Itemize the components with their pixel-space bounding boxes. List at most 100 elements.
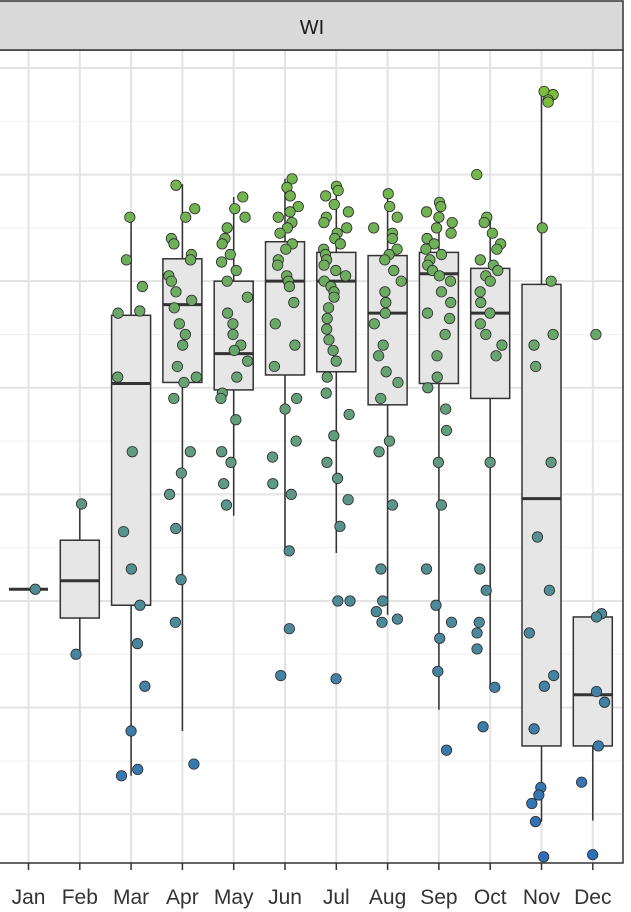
box-mar: [110, 215, 152, 776]
data-point: [339, 270, 352, 282]
data-point: [131, 638, 144, 650]
data-point: [382, 188, 394, 200]
x-tick-label: Mar: [113, 886, 149, 909]
data-point: [548, 669, 560, 682]
data-point: [435, 499, 447, 511]
data-point: [475, 296, 487, 309]
data-point: [480, 584, 492, 596]
data-point: [330, 355, 342, 367]
facet-strip-background: [0, 0, 624, 51]
data-point: [444, 312, 456, 325]
data-point: [168, 238, 180, 250]
data-point: [428, 238, 440, 250]
data-point: [430, 599, 442, 611]
data-point: [435, 286, 448, 298]
data-point: [268, 360, 281, 373]
data-point: [388, 264, 400, 277]
data-point: [288, 296, 300, 309]
data-point: [484, 307, 496, 319]
data-point: [445, 296, 457, 309]
data-point: [491, 243, 503, 255]
data-point: [318, 259, 330, 271]
data-point: [370, 606, 382, 618]
data-point: [587, 849, 599, 861]
data-point: [216, 446, 228, 458]
panel-background: [0, 50, 623, 863]
data-point: [375, 563, 387, 575]
data-point: [368, 318, 380, 330]
x-tick-label: Apr: [166, 886, 199, 909]
data-point: [523, 627, 535, 639]
data-point: [376, 616, 388, 628]
data-point: [530, 360, 542, 373]
data-point: [229, 203, 241, 215]
data-point: [379, 307, 391, 319]
data-point: [590, 685, 603, 698]
data-point: [125, 725, 137, 737]
data-point: [173, 318, 185, 330]
data-point: [221, 275, 233, 287]
data-point: [471, 168, 483, 181]
data-point: [435, 200, 447, 213]
data-point: [531, 531, 544, 543]
data-point: [227, 328, 239, 341]
data-point: [321, 312, 333, 325]
data-point: [170, 179, 182, 191]
data-point: [284, 206, 296, 218]
data-point: [528, 339, 540, 351]
data-point: [496, 339, 508, 351]
data-point: [112, 307, 124, 319]
data-point: [379, 286, 391, 298]
data-point: [395, 275, 407, 287]
data-point: [320, 387, 332, 399]
data-point: [220, 499, 233, 511]
data-point: [134, 599, 146, 611]
data-point: [165, 275, 178, 287]
data-point: [478, 216, 490, 229]
x-tick-label: Jan: [12, 886, 46, 909]
x-tick-label: Jul: [323, 886, 350, 909]
data-point: [328, 291, 340, 303]
plot-panel: [0, 50, 623, 863]
data-point: [421, 307, 434, 319]
data-point: [216, 238, 228, 250]
data-point: [184, 254, 197, 266]
data-point: [177, 339, 189, 351]
data-point: [321, 371, 333, 383]
x-tick-label: Oct: [474, 886, 507, 909]
data-point: [341, 222, 353, 234]
box-feb: [59, 503, 101, 655]
data-point: [373, 350, 385, 362]
data-point: [590, 328, 602, 341]
data-point: [120, 254, 133, 266]
data-point: [380, 366, 392, 378]
data-point: [318, 216, 330, 229]
data-point: [435, 248, 448, 261]
data-point: [343, 408, 355, 421]
box-iqr: [521, 283, 562, 747]
data-point: [474, 286, 486, 298]
data-point: [377, 595, 389, 607]
box-jun: [264, 178, 306, 551]
data-point: [239, 211, 251, 223]
data-point: [592, 740, 604, 752]
data-point: [474, 318, 486, 330]
data-point: [76, 498, 88, 510]
data-point: [368, 222, 380, 234]
data-point: [241, 355, 254, 367]
data-point: [224, 248, 236, 261]
data-point: [533, 789, 545, 801]
box-iqr: [59, 539, 101, 619]
data-point: [126, 446, 138, 458]
data-point: [274, 227, 286, 239]
data-point: [334, 238, 346, 250]
data-point: [391, 211, 403, 223]
data-point: [538, 851, 550, 863]
data-point: [179, 328, 191, 341]
data-point: [543, 584, 556, 596]
data-point: [175, 467, 187, 479]
data-point: [422, 382, 434, 394]
x-tick-label: Aug: [369, 886, 406, 909]
data-point: [218, 478, 230, 490]
